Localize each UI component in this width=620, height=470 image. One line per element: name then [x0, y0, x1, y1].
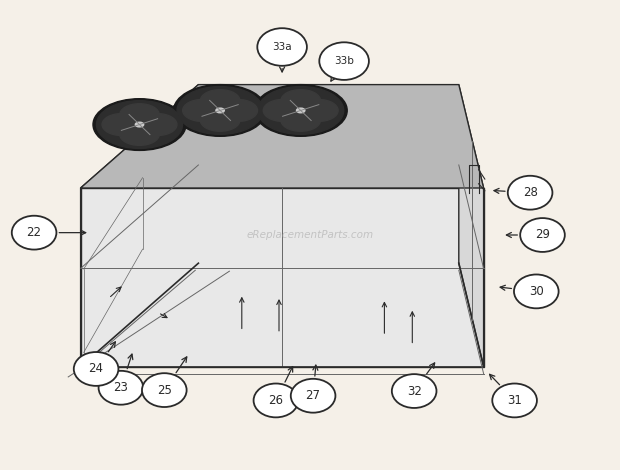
Circle shape — [520, 218, 565, 252]
Ellipse shape — [177, 86, 263, 134]
Circle shape — [12, 216, 56, 250]
Text: 24: 24 — [89, 362, 104, 376]
Ellipse shape — [138, 114, 177, 135]
Polygon shape — [459, 85, 484, 367]
Text: 30: 30 — [529, 285, 544, 298]
Circle shape — [514, 274, 559, 308]
Ellipse shape — [299, 100, 338, 121]
Ellipse shape — [97, 101, 182, 149]
Text: 26: 26 — [268, 394, 283, 407]
Circle shape — [142, 373, 187, 407]
Polygon shape — [81, 188, 484, 367]
Ellipse shape — [258, 86, 343, 134]
Ellipse shape — [120, 124, 159, 145]
Circle shape — [99, 371, 143, 405]
Ellipse shape — [102, 114, 141, 135]
Polygon shape — [81, 85, 484, 188]
Circle shape — [392, 374, 436, 408]
Circle shape — [254, 384, 298, 417]
Text: 27: 27 — [306, 389, 321, 402]
Text: eReplacementParts.com: eReplacementParts.com — [246, 230, 374, 240]
Circle shape — [291, 379, 335, 413]
Text: 31: 31 — [507, 394, 522, 407]
Ellipse shape — [216, 108, 224, 113]
Circle shape — [319, 42, 369, 80]
Text: 33b: 33b — [334, 56, 354, 66]
Ellipse shape — [120, 104, 159, 125]
Text: 32: 32 — [407, 384, 422, 398]
Ellipse shape — [174, 85, 267, 136]
Text: 22: 22 — [27, 226, 42, 239]
Text: 23: 23 — [113, 381, 128, 394]
Polygon shape — [81, 85, 198, 367]
Ellipse shape — [200, 110, 240, 131]
Text: 25: 25 — [157, 384, 172, 397]
Ellipse shape — [135, 122, 144, 127]
Circle shape — [508, 176, 552, 210]
Text: 29: 29 — [535, 228, 550, 242]
Circle shape — [492, 384, 537, 417]
Ellipse shape — [93, 99, 186, 150]
Ellipse shape — [281, 110, 321, 131]
Circle shape — [257, 28, 307, 66]
Text: 33a: 33a — [272, 42, 292, 52]
Ellipse shape — [183, 100, 222, 121]
Ellipse shape — [281, 90, 321, 111]
Ellipse shape — [254, 85, 347, 136]
Ellipse shape — [218, 100, 257, 121]
Ellipse shape — [264, 100, 303, 121]
Ellipse shape — [200, 90, 240, 111]
Circle shape — [74, 352, 118, 386]
Ellipse shape — [296, 108, 305, 113]
Text: 28: 28 — [523, 186, 538, 199]
